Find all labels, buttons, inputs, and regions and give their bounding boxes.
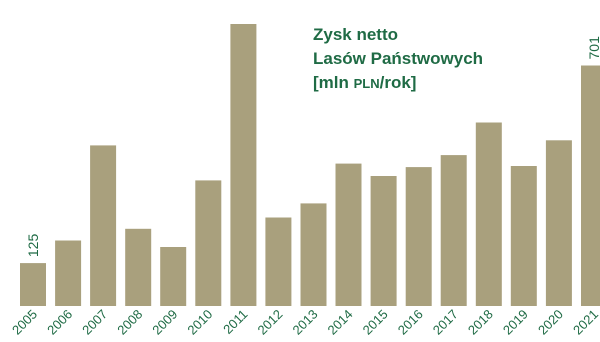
bar-2021 [581,65,600,306]
bar-2012 [265,217,292,306]
unit-suffix: /rok] [380,73,417,92]
x-tick-2011: 2011 [220,307,250,337]
title-unit: [mln PLN/rok] [313,73,416,92]
unit-prefix: [mln [313,73,354,92]
x-tick-2020: 2020 [535,307,566,338]
bar-2016 [405,167,432,306]
x-tick-2009: 2009 [149,307,180,338]
x-tick-2016: 2016 [395,307,426,338]
bars-group [20,24,600,306]
bar-2011 [230,24,257,306]
x-tick-2008: 2008 [114,307,145,338]
x-tick-2007: 2007 [79,307,110,338]
bar-2008 [125,228,152,306]
x-tick-labels-group: 2005 2006 2007 2008 2009 2010 2011 2012 2013 2014… [9,307,600,338]
bar-2019 [510,166,537,306]
x-tick-2018: 2018 [465,307,496,338]
x-tick-2012: 2012 [254,307,285,338]
x-tick-2013: 2013 [290,307,321,338]
bar-2020 [545,140,572,306]
bar-2007 [90,145,117,306]
bar-2006 [55,240,82,306]
bar-2018 [475,122,502,306]
bar-2017 [440,155,467,306]
value-labels-group: 125 701 [25,36,600,257]
chart-title: Zysk netto Lasów Państwowych [mln PLN/ro… [313,25,483,92]
bar-2013 [300,203,327,306]
x-tick-2005: 2005 [9,307,40,338]
bar-2009 [160,247,187,306]
x-tick-2010: 2010 [184,307,215,338]
bar-2014 [335,163,362,306]
value-label-2005: 125 [25,234,41,258]
x-tick-2015: 2015 [360,307,391,338]
value-label-2021: 701 [586,36,600,60]
x-tick-2014: 2014 [325,307,356,338]
x-tick-2021: 2021 [570,307,600,338]
x-tick-2019: 2019 [500,307,531,338]
bar-2015 [370,176,397,306]
x-tick-2017: 2017 [430,307,461,338]
bar-2010 [195,180,222,306]
title-line-2: Lasów Państwowych [313,49,483,68]
title-line-1: Zysk netto [313,25,398,44]
bar-2005 [20,263,46,306]
x-tick-2006: 2006 [44,307,75,338]
unit-currency: PLN [354,76,380,91]
